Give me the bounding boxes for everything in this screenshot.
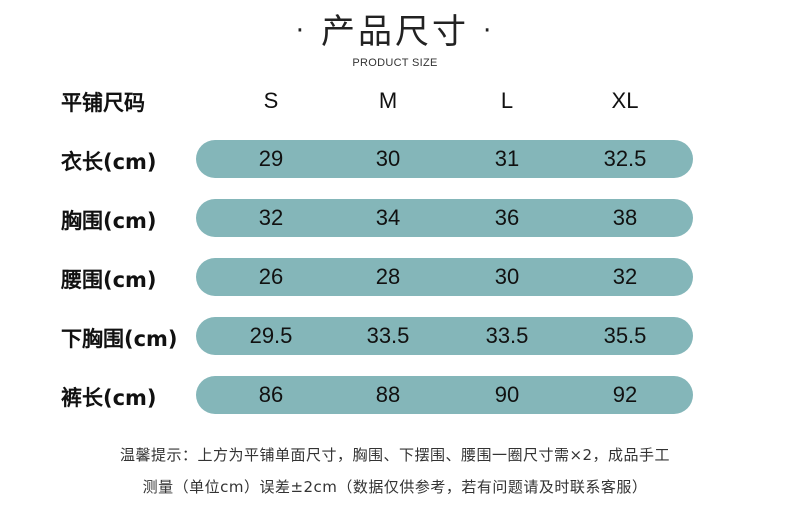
cell: 29 — [258, 146, 284, 171]
table-row: 26 28 30 32 — [196, 258, 693, 296]
table-row: 86 88 90 92 — [196, 376, 693, 414]
cell: 28 — [375, 264, 401, 289]
note-line-2: 测量（单位cm）误差±2cm（数据仅供参考，若有问题请及时联系客服） — [142, 478, 648, 496]
title-text: 产品尺寸 — [321, 12, 469, 52]
size-col-m: M — [378, 88, 398, 113]
row-label-waist: 腰围(cm) — [61, 268, 157, 292]
page-subtitle: PRODUCT SIZE — [352, 57, 438, 69]
title-dot-left: · — [295, 16, 307, 46]
cell: 30 — [494, 264, 520, 289]
cell: 86 — [258, 382, 284, 407]
cell: 34 — [375, 205, 401, 230]
size-col-s: S — [263, 88, 279, 113]
row-label-chest: 胸围(cm) — [61, 209, 157, 233]
row-label-pants-length: 裤长(cm) — [61, 386, 157, 410]
cell: 92 — [612, 382, 638, 407]
size-col-l: L — [500, 88, 514, 113]
cell: 31 — [494, 146, 520, 171]
table-row: 32 34 36 38 — [196, 199, 693, 237]
cell: 32 — [612, 264, 638, 289]
row-label-underbust: 下胸围(cm) — [61, 327, 178, 351]
cell: 35.5 — [603, 323, 647, 348]
cell: 38 — [612, 205, 638, 230]
table-row: 29 30 31 32.5 — [196, 140, 693, 178]
cell: 36 — [494, 205, 520, 230]
cell: 32.5 — [603, 146, 647, 171]
note-line-1: 温馨提示：上方为平铺单面尺寸，胸围、下摆围、腰围一圈尺寸需×2，成品手工 — [119, 446, 671, 464]
cell: 33.5 — [366, 323, 410, 348]
row-label-length: 衣长(cm) — [61, 150, 157, 174]
cell: 88 — [375, 382, 401, 407]
cell: 30 — [375, 146, 401, 171]
cell: 29.5 — [249, 323, 293, 348]
cell: 33.5 — [485, 323, 529, 348]
size-col-xl: XL — [611, 88, 639, 113]
table-row: 29.5 33.5 33.5 35.5 — [196, 317, 693, 355]
page-title: · 产品尺寸 · — [0, 8, 790, 55]
cell: 90 — [494, 382, 520, 407]
cell: 26 — [258, 264, 284, 289]
title-dot-right: · — [483, 16, 495, 46]
size-header-label: 平铺尺码 — [61, 91, 145, 115]
cell: 32 — [258, 205, 284, 230]
